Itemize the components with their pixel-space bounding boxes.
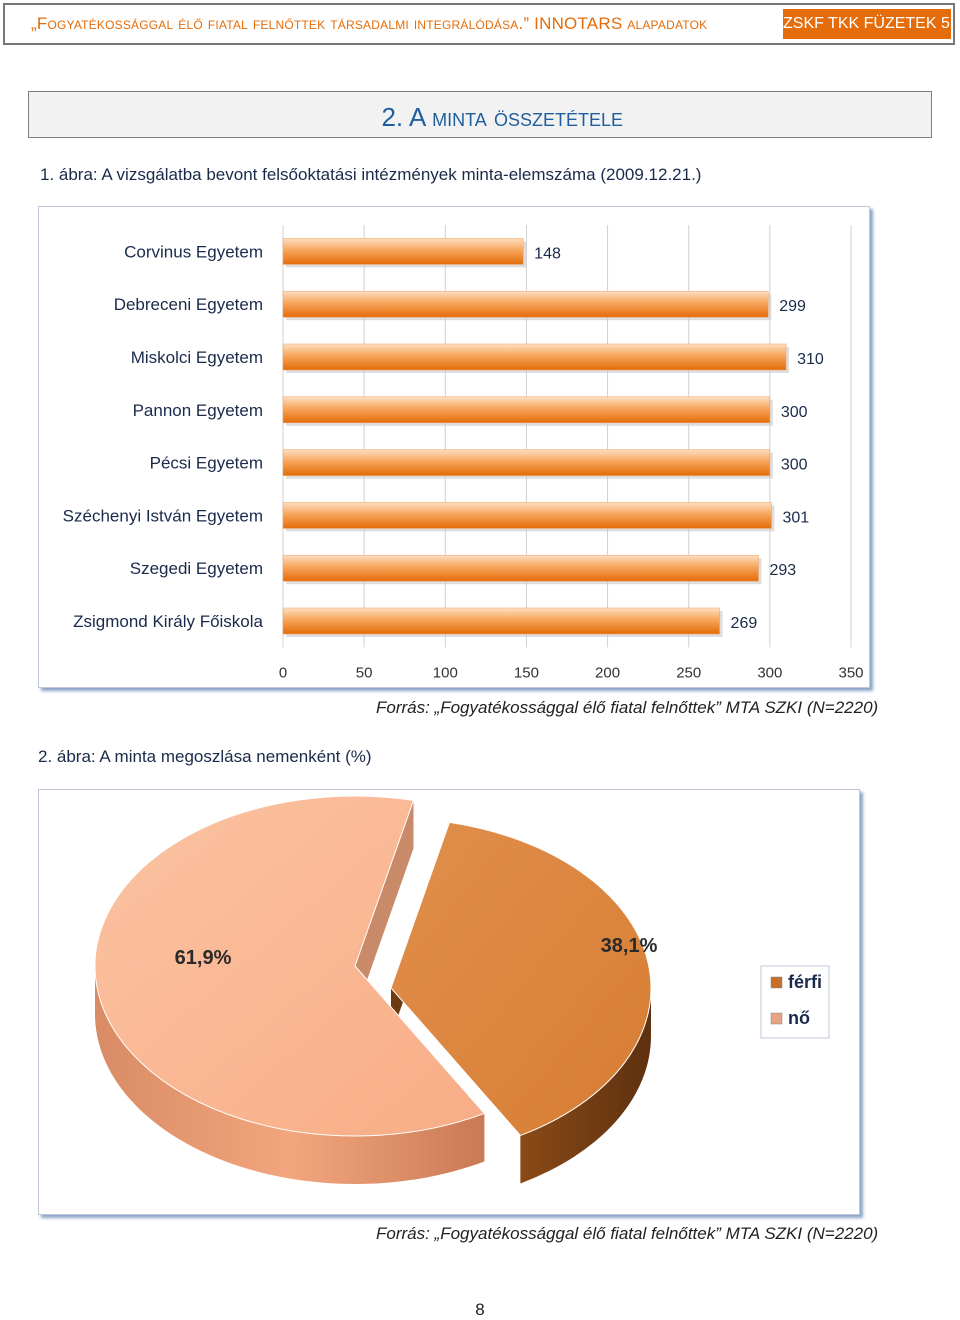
legend-swatch: [770, 976, 783, 989]
data-label: 148: [534, 245, 561, 262]
figure1-caption: 1. ábra: A vizsgálatba bevont felsőoktat…: [40, 165, 702, 184]
x-tick-label: 300: [757, 664, 782, 681]
section-heading-box: 2. A minta összetétele: [28, 91, 932, 138]
bar: [282, 290, 769, 318]
data-label: 301: [782, 509, 809, 526]
pie-chart: 38,1% 61,9% férfi nő: [94, 795, 830, 1184]
x-tick-label: 200: [595, 664, 620, 681]
bar: [282, 396, 771, 424]
category-label: Széchenyi István Egyetem: [63, 506, 263, 525]
x-tick-label: 250: [676, 664, 701, 681]
data-label: 310: [797, 351, 824, 368]
x-tick-label: 0: [279, 664, 287, 681]
bar: [282, 238, 524, 265]
pie-slice-side: [520, 988, 651, 1184]
category-label: Zsigmond Király Főiskola: [73, 612, 263, 631]
x-tick-label: 150: [514, 664, 539, 681]
bar: [282, 449, 771, 476]
x-tick-label: 350: [838, 664, 863, 681]
bar-chart-frame: Corvinus Egyetem Debreceni Egyetem Miskolc…: [38, 206, 870, 688]
category-label: Debreceni Egyetem: [114, 295, 263, 314]
figure1-source: Forrás: „Fogyatékossággal élő fiatal fel…: [376, 698, 879, 717]
category-label: Pécsi Egyetem: [150, 454, 263, 473]
pie-slice: [94, 795, 486, 1137]
figure2-source: Forrás: „Fogyatékossággal élő fiatal fel…: [376, 1224, 879, 1243]
pie-slice-face: [355, 800, 414, 1014]
data-label: 300: [781, 404, 808, 421]
pie-slice-side: [95, 966, 485, 1184]
pie-slice: [390, 821, 652, 1137]
section-title: 2. A minta összetétele: [381, 102, 623, 132]
legend-swatch: [770, 1012, 783, 1025]
bar: [282, 343, 787, 371]
data-label: 293: [769, 562, 796, 579]
figure2-caption: 2. ábra: A minta megoszlása nemenként (%…: [38, 747, 372, 766]
header-series-label: ZSKF TKK FÜZETEK 5.: [783, 9, 951, 39]
pie-chart-frame: 38,1% 61,9% férfi nő: [38, 789, 860, 1215]
pie-data-label: 38,1%: [601, 935, 658, 957]
category-label: Szegedi Egyetem: [130, 559, 263, 578]
data-label: 300: [781, 457, 808, 474]
header-title: „Fogyatékossággal élő fiatal felnőttek t…: [9, 9, 781, 39]
legend-label: férfi: [788, 972, 822, 992]
bar: [282, 502, 772, 529]
data-label: 269: [731, 615, 758, 632]
category-label: Pannon Egyetem: [133, 401, 263, 420]
data-label: 299: [779, 298, 806, 315]
page-number: 8: [475, 1300, 485, 1319]
bar-chart: Corvinus Egyetem Debreceni Egyetem Miskolc…: [63, 225, 864, 681]
x-tick-label: 100: [433, 664, 458, 681]
x-tick-label: 50: [356, 664, 373, 681]
bar: [282, 607, 720, 635]
category-label: Corvinus Egyetem: [124, 242, 263, 261]
bar: [282, 554, 759, 582]
pie-data-label: 61,9%: [175, 947, 232, 969]
running-header: „Fogyatékossággal élő fiatal felnőttek t…: [3, 3, 955, 45]
legend-label: nő: [788, 1008, 810, 1028]
category-label: Miskolci Egyetem: [131, 348, 263, 367]
